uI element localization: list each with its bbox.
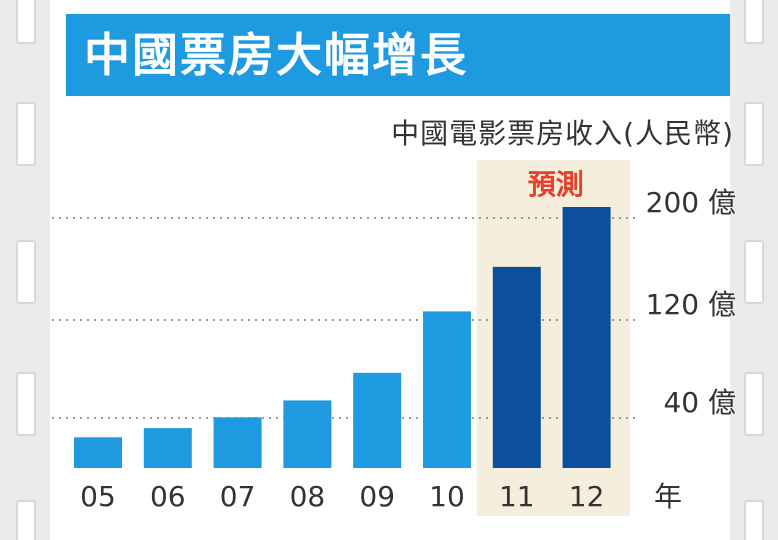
y-tick-label: 200 億 xyxy=(646,186,736,219)
film-perforation xyxy=(16,240,36,304)
bar-09 xyxy=(353,372,402,468)
bar-12 xyxy=(562,207,611,468)
film-perforation xyxy=(16,102,36,166)
x-tick-label: 12 xyxy=(569,480,605,513)
x-tick-label: 09 xyxy=(359,480,395,513)
film-perforation xyxy=(16,500,36,540)
film-perforation xyxy=(744,500,764,540)
y-tick-label: 40 億 xyxy=(663,386,736,419)
bar-11 xyxy=(492,266,541,468)
film-perforation xyxy=(744,102,764,166)
film-perforation xyxy=(744,0,764,44)
x-tick-label: 06 xyxy=(150,480,186,513)
chart-title: 中國票房大幅增長 xyxy=(84,28,468,82)
bar-06 xyxy=(143,428,192,468)
bar-08 xyxy=(283,400,332,468)
forecast-label: 預測 xyxy=(528,168,584,201)
bar-07 xyxy=(213,417,262,468)
x-tick-label: 11 xyxy=(499,480,535,513)
film-perforation xyxy=(744,372,764,436)
chart-subtitle: 中國電影票房收入(人民幣) xyxy=(391,117,734,150)
film-perforation xyxy=(744,240,764,304)
bar-10 xyxy=(423,311,471,468)
y-tick-label: 120 億 xyxy=(646,288,736,321)
film-perforation xyxy=(16,372,36,436)
x-tick-label: 10 xyxy=(429,480,465,513)
x-tick-label: 07 xyxy=(220,480,256,513)
x-tick-label: 08 xyxy=(290,480,326,513)
film-perforation xyxy=(16,0,36,44)
x-axis-label: 年 xyxy=(654,480,682,513)
x-tick-label: 05 xyxy=(80,480,116,513)
bar-05 xyxy=(74,437,122,468)
title-bar xyxy=(66,14,730,96)
